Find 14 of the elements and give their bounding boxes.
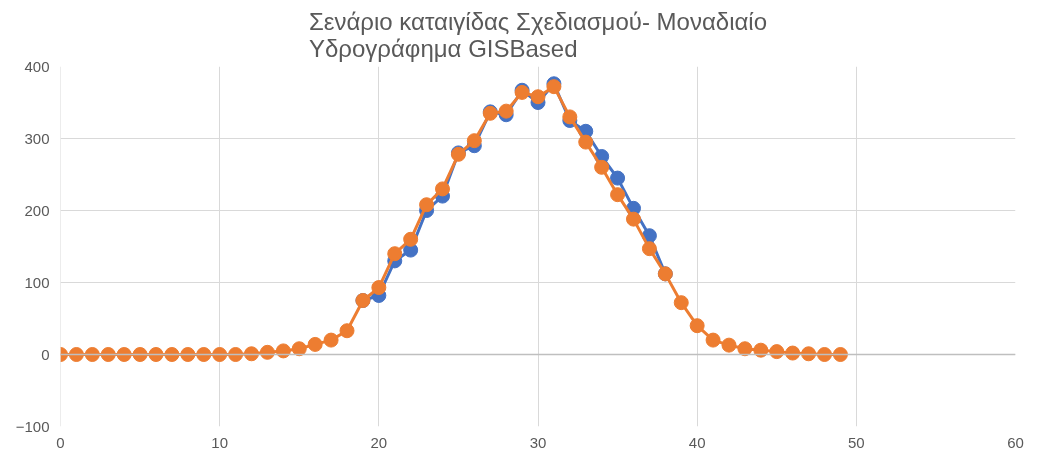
y-tick-label: 300 <box>24 129 50 147</box>
x-tick-label: 40 <box>688 433 706 451</box>
x-tick-label: 20 <box>370 433 388 451</box>
x-tick-label: 30 <box>529 433 547 451</box>
y-tick-label: 400 <box>24 57 50 75</box>
y-tick-label: 100 <box>24 273 50 291</box>
x-tick-label: 0 <box>56 433 65 451</box>
y-tick-label: 200 <box>24 201 50 219</box>
x-tick-label: 10 <box>211 433 229 451</box>
chart-title: Σενάριο καταιγίδας Σχεδιασμού- Μοναδιαίο Υδρογράφημα GISBased <box>308 7 768 62</box>
y-tick-label: −100 <box>15 417 50 435</box>
y-tick-label: 0 <box>41 345 50 363</box>
x-tick-label: 50 <box>847 433 865 451</box>
x-tick-label: 60 <box>1007 433 1024 451</box>
